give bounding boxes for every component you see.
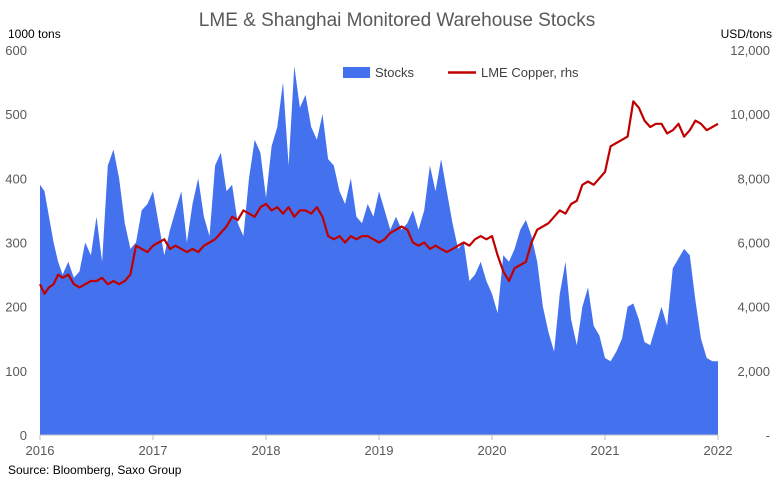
source-note: Source: Bloomberg, Saxo Group — [8, 463, 182, 477]
x-tick-label: 2019 — [365, 443, 394, 458]
y-right-tick-label: 12,000 — [730, 43, 770, 58]
y-left-tick-label: 200 — [5, 300, 27, 315]
y-right-tick-label: 10,000 — [730, 107, 770, 122]
legend: Stocks LME Copper, rhs — [343, 65, 579, 80]
legend-swatch-stocks — [343, 67, 370, 78]
legend-label-copper: LME Copper, rhs — [481, 65, 579, 80]
y-left-tick-label: 0 — [20, 428, 27, 443]
y-left-tick-label: 400 — [5, 171, 27, 186]
legend-label-stocks: Stocks — [375, 65, 415, 80]
series-stocks-area — [40, 66, 718, 435]
x-tick-label: 2018 — [252, 443, 281, 458]
y-right-tick-label: 6,000 — [737, 236, 770, 251]
chart-title: LME & Shanghai Monitored Warehouse Stock… — [199, 10, 595, 31]
y-left-tick-label: 100 — [5, 364, 27, 379]
x-tick-label: 2016 — [26, 443, 55, 458]
y-right-tick-label: - — [766, 428, 770, 443]
plot-area — [39, 66, 719, 435]
y-right-tick-label: 4,000 — [737, 300, 770, 315]
y-right-tick-label: 8,000 — [737, 171, 770, 186]
right-axis-unit: USD/tons — [721, 27, 772, 41]
series-copper-line — [39, 100, 719, 295]
right-y-axis: - 2,000 4,000 6,000 8,000 10,000 12,000 — [730, 43, 770, 443]
x-axis: 2016 2017 2018 2019 2020 2021 2022 — [26, 434, 733, 458]
y-left-tick-label: 300 — [5, 236, 27, 251]
left-y-axis: 0 100 200 300 400 500 600 — [5, 43, 27, 443]
y-left-tick-label: 500 — [5, 107, 27, 122]
x-tick-label: 2021 — [591, 443, 620, 458]
y-left-tick-label: 600 — [5, 43, 27, 58]
x-tick-label: 2022 — [704, 443, 733, 458]
x-tick-label: 2020 — [478, 443, 507, 458]
y-right-tick-label: 2,000 — [737, 364, 770, 379]
x-tick-label: 2017 — [139, 443, 168, 458]
left-axis-unit: 1000 tons — [8, 27, 61, 41]
